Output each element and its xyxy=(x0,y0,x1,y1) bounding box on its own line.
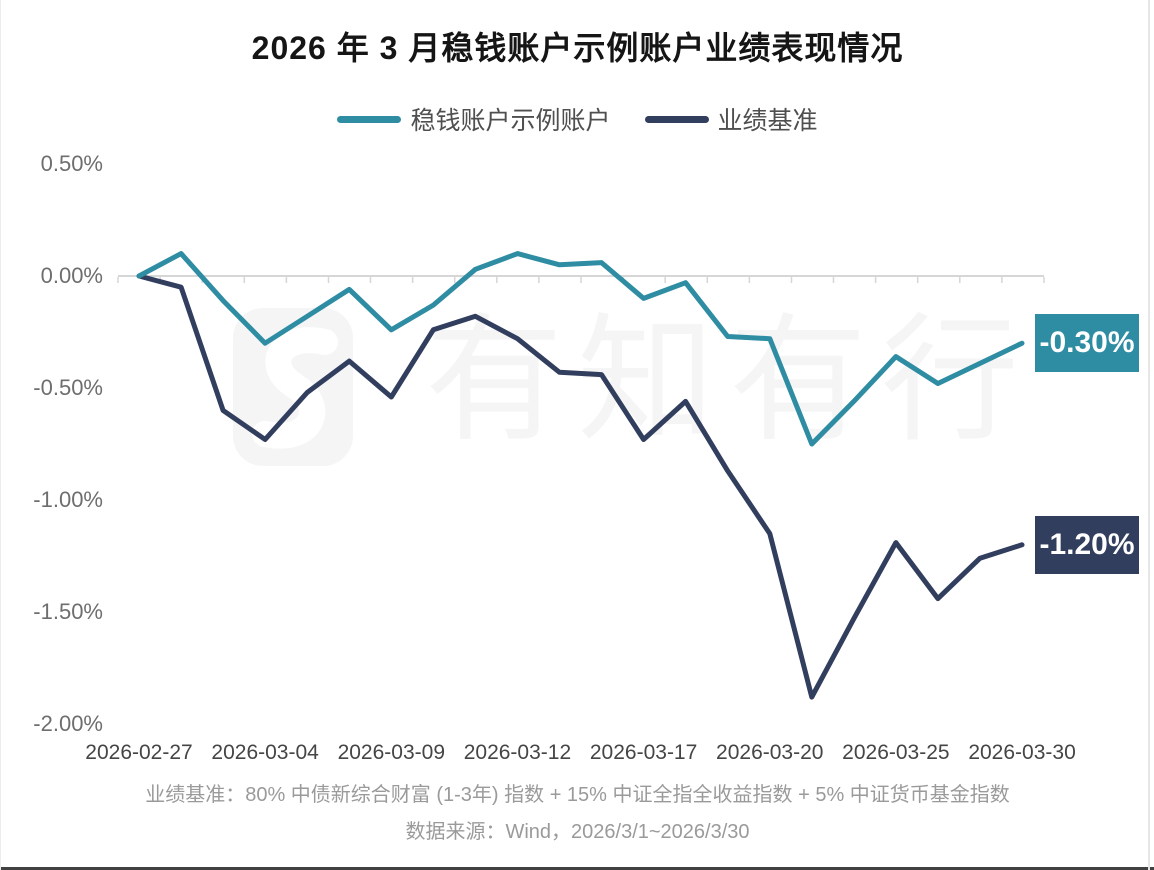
benchmark-line-swatch-icon xyxy=(644,115,709,123)
data-source-note: 数据来源：Wind，2026/3/1~2026/3/30 xyxy=(405,821,750,843)
legend-label-benchmark: 业绩基准 xyxy=(717,107,818,135)
benchmark-line xyxy=(136,273,1025,700)
account-line-swatch-icon xyxy=(337,115,402,123)
x-axis-label: 2026-03-30 xyxy=(968,741,1076,764)
x-axis-label: 2026-03-09 xyxy=(337,741,445,764)
youzhiyouxing-logo-watermark-icon xyxy=(233,308,353,466)
y-axis-label: -1.00% xyxy=(33,487,103,512)
x-axis-label: 2026-03-12 xyxy=(463,741,572,764)
chart-legend: 稳钱账户示例账户 业绩基准 xyxy=(1,103,1154,135)
y-axis-label: -0.50% xyxy=(33,375,103,400)
y-axis-label: 0.00% xyxy=(40,263,103,288)
x-axis-ticks xyxy=(117,277,1045,283)
x-axis-label: 2026-03-04 xyxy=(211,741,319,764)
x-axis-label: 2026-03-20 xyxy=(716,741,824,764)
x-axis-label: 2026-02-27 xyxy=(85,741,193,764)
y-axis-label: 0.50% xyxy=(40,151,103,176)
y-axis-label: -1.50% xyxy=(33,599,103,624)
x-axis-label: 2026-03-17 xyxy=(589,741,698,764)
legend-label-account: 稳钱账户示例账户 xyxy=(410,107,611,135)
chart-title: 2026 年 3 月稳钱账户示例账户业绩表现情况 xyxy=(251,30,904,66)
bottom-divider xyxy=(1,867,1154,870)
y-axis-label: -2.00% xyxy=(33,711,103,736)
x-axis-label: 2026-03-25 xyxy=(842,741,950,764)
account-end-value-badge: -0.30% xyxy=(1035,314,1139,373)
benchmark-composition-note: 业绩基准：80% 中债新综合财富 (1-3年) 指数 + 15% 中证全指全收益… xyxy=(145,784,1010,806)
account-line xyxy=(136,251,1025,447)
legend-item-benchmark: 业绩基准 xyxy=(644,101,818,137)
legend-item-account: 稳钱账户示例账户 xyxy=(337,101,611,137)
benchmark-end-value-badge: -1.20% xyxy=(1035,515,1139,574)
